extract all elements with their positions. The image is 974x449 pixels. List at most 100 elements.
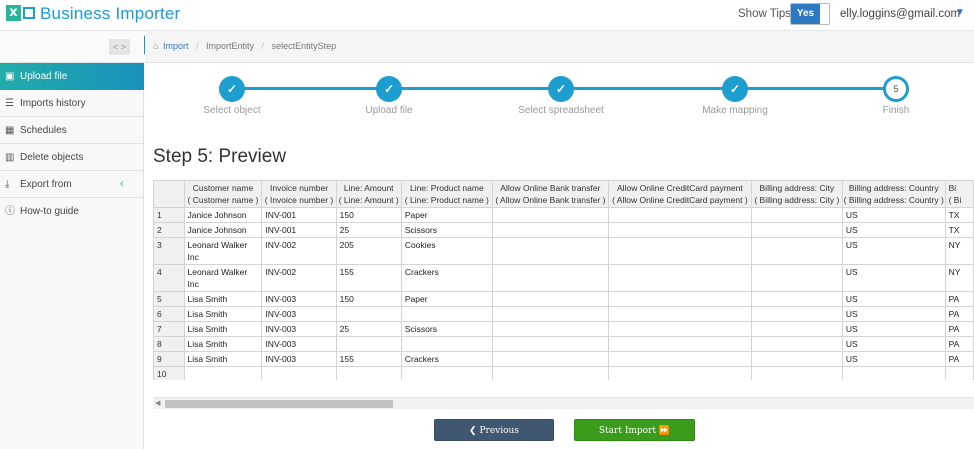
column-header: Line: Amount( Line: Amount ) [335, 180, 402, 208]
table-row: 1 Janice Johnson INV-001 150 Paper US TX [153, 207, 974, 223]
table-cell [400, 336, 493, 352]
previous-button[interactable]: ❮ Previous [434, 419, 554, 441]
table-cell: INV-003 [261, 351, 337, 367]
sidebar: < > ▣ Upload file ☰ Imports history ▦ Sc… [0, 31, 144, 449]
table-cell [607, 336, 752, 352]
table-cell [607, 264, 752, 292]
table-cell [750, 351, 843, 367]
table-cell [400, 366, 493, 380]
table-cell [491, 264, 609, 292]
table-cell [491, 222, 609, 238]
table-cell: INV-001 [261, 207, 337, 223]
column-header: Line: Product name( Line: Product name ) [400, 180, 493, 208]
show-tips-toggle-label: Yes [791, 4, 820, 24]
list-icon: ☰ [5, 98, 14, 109]
sidebar-item-schedules[interactable]: ▦ Schedules [0, 117, 144, 144]
table-cell: INV-003 [261, 336, 337, 352]
row-number: 7 [153, 321, 185, 337]
table-cell: Scissors [400, 222, 493, 238]
table-cell: Paper [400, 291, 493, 307]
table-cell: 150 [335, 207, 402, 223]
check-icon: ✓ [548, 76, 574, 102]
sidebar-item-export-from[interactable]: ⤓ Export from ‹ [0, 171, 144, 198]
table-row: 6 Lisa Smith INV-003 US PA [153, 306, 974, 322]
table-cell: Lisa Smith [183, 336, 263, 352]
sidebar-item-upload-file[interactable]: ▣ Upload file [0, 63, 144, 90]
table-cell: 25 [335, 321, 402, 337]
table-cell: US [841, 237, 946, 265]
table-cell [750, 321, 843, 337]
table-cell [607, 321, 752, 337]
preview-table: Customer name( Customer name ) Invoice n… [153, 180, 974, 380]
table-cell [750, 306, 843, 322]
table-cell: Lisa Smith [183, 321, 263, 337]
home-icon[interactable]: ⌂ [153, 41, 159, 51]
table-cell: 155 [335, 264, 402, 292]
table-cell: PA [944, 321, 974, 337]
show-tips-label: Show Tips [738, 8, 792, 20]
table-cell: NY [944, 264, 974, 292]
chevron-down-icon[interactable]: ▼ [955, 7, 965, 18]
row-number: 2 [153, 222, 185, 238]
table-row: 8 Lisa Smith INV-003 US PA [153, 336, 974, 352]
table-cell: NY [944, 237, 974, 265]
row-number: 10 [153, 366, 185, 380]
app-logo[interactable]: x Business Importer [6, 4, 180, 24]
table-cell [750, 207, 843, 223]
table-cell [491, 237, 609, 265]
table-row: 5 Lisa Smith INV-003 150 Paper US PA [153, 291, 974, 307]
table-cell: 205 [335, 237, 402, 265]
download-icon: ⤓ [5, 179, 10, 190]
table-cell [335, 306, 402, 322]
logo-icon: x [6, 5, 36, 23]
table-cell: Lisa Smith [183, 291, 263, 307]
sidebar-item-imports-history[interactable]: ☰ Imports history [0, 90, 144, 117]
calendar-icon: ▦ [5, 125, 15, 136]
fast-forward-icon: ⏩ [658, 426, 671, 436]
table-cell [335, 336, 402, 352]
table-cell: INV-003 [261, 306, 337, 322]
table-cell [491, 336, 609, 352]
sidebar-item-how-to-guide[interactable]: ⓘ How-to guide [0, 198, 144, 225]
table-cell [607, 366, 752, 380]
table-cell [183, 366, 263, 380]
upload-file-icon: ▣ [5, 71, 15, 82]
scroll-left-arrow-icon[interactable]: ◀ [155, 400, 161, 407]
horizontal-scrollbar[interactable]: ◀ [153, 397, 974, 409]
table-cell: US [841, 321, 946, 337]
table-header-row: Customer name( Customer name ) Invoice n… [153, 180, 974, 208]
table-cell: Crackers [400, 351, 493, 367]
row-number: 1 [153, 207, 185, 223]
check-icon: ✓ [722, 76, 748, 102]
show-tips-toggle[interactable]: Yes [790, 3, 830, 25]
table-cell [750, 291, 843, 307]
info-icon: ⓘ [5, 206, 15, 217]
table-row: 3 Leonard Walker Inc INV-002 205 Cookies US NY [153, 237, 974, 265]
table-cell: US [841, 351, 946, 367]
table-cell: Scissors [400, 321, 493, 337]
column-header: Customer name( Customer name ) [183, 180, 263, 208]
row-number: 8 [153, 336, 185, 352]
table-cell: Leonard Walker Inc [183, 264, 263, 292]
user-menu[interactable]: elly.loggins@gmail.com [840, 8, 961, 20]
table-cell: INV-002 [261, 237, 337, 265]
table-cell: US [841, 264, 946, 292]
table-cell: INV-003 [261, 321, 337, 337]
start-import-button[interactable]: Start Import ⏩ [574, 419, 695, 441]
table-cell [261, 366, 337, 380]
table-cell: US [841, 336, 946, 352]
step-select-spreadsheet: ✓ Select spreadsheet [506, 76, 616, 116]
scrollbar-thumb[interactable] [165, 400, 393, 408]
table-cell [335, 366, 402, 380]
table-cell [607, 222, 752, 238]
table-cell [607, 291, 752, 307]
table-cell [491, 207, 609, 223]
sidebar-item-delete-objects[interactable]: ▥ Delete objects [0, 144, 144, 171]
column-header: Bi( Bi [944, 180, 974, 208]
row-number-header [153, 180, 185, 208]
check-icon: ✓ [219, 76, 245, 102]
sidebar-collapse-button[interactable]: < > [109, 39, 130, 55]
table-cell: PA [944, 351, 974, 367]
table-cell: US [841, 306, 946, 322]
breadcrumb-item-import[interactable]: Import [162, 41, 189, 51]
